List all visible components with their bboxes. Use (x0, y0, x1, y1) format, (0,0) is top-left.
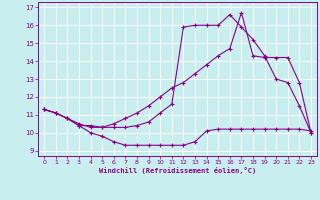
X-axis label: Windchill (Refroidissement éolien,°C): Windchill (Refroidissement éolien,°C) (99, 167, 256, 174)
